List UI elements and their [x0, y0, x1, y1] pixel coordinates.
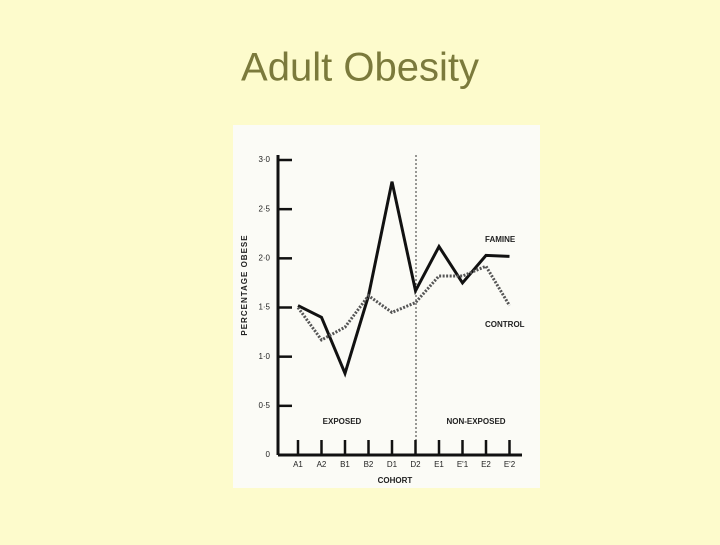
y-axis-label: PERCENTAGE OBESE [240, 234, 249, 335]
x-axis-label: COHORT [378, 476, 413, 485]
annotation: EXPOSED [323, 417, 362, 426]
x-tick-label: A2 [317, 460, 327, 469]
x-tick-label: A1 [293, 460, 303, 469]
series-line [297, 181, 510, 378]
x-tick-label: B2 [364, 460, 374, 469]
x-tick-label: E1 [434, 460, 444, 469]
y-tick-label: 3·0 [258, 155, 270, 164]
y-tick-label: 1·0 [258, 352, 270, 361]
annotation: NON-EXPOSED [446, 417, 505, 426]
series-line [296, 264, 511, 342]
x-tick-label: E'1 [457, 460, 469, 469]
series-label: CONTROL [485, 320, 525, 329]
chart-title: Adult Obesity [241, 46, 479, 90]
x-tick-label: D1 [387, 460, 398, 469]
x-tick-label: E'2 [504, 460, 516, 469]
x-tick-label: E2 [481, 460, 491, 469]
y-tick-label: 0·5 [258, 401, 270, 410]
y-tick-label: 0 [266, 450, 271, 459]
y-tick-label: 1·5 [258, 303, 270, 312]
x-tick-label: B1 [340, 460, 350, 469]
y-tick-label: 2·5 [258, 204, 270, 213]
series-label: FAMINE [485, 235, 516, 244]
x-tick-label: D2 [410, 460, 421, 469]
y-tick-label: 2·0 [258, 253, 270, 262]
